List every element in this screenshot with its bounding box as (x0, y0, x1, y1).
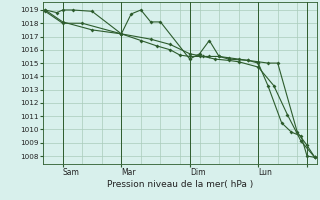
X-axis label: Pression niveau de la mer( hPa ): Pression niveau de la mer( hPa ) (107, 180, 253, 189)
